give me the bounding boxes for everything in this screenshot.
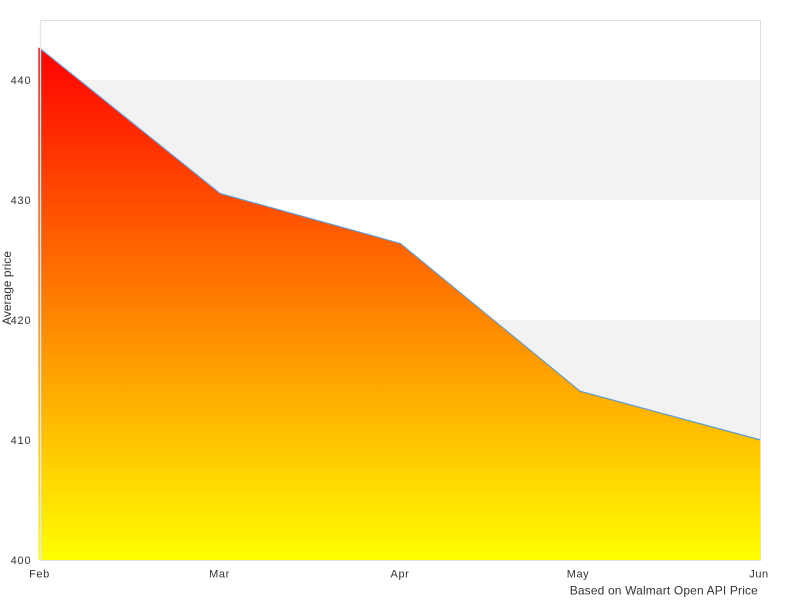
svg-text:440: 440: [11, 75, 32, 87]
svg-text:Based on Walmart Open API Pric: Based on Walmart Open API Price: [570, 584, 758, 598]
svg-text:410: 410: [11, 435, 32, 447]
svg-text:420: 420: [11, 315, 32, 327]
svg-text:Apr: Apr: [391, 569, 410, 581]
svg-text:430: 430: [11, 195, 32, 207]
svg-text:Feb: Feb: [29, 569, 50, 581]
svg-text:Mar: Mar: [209, 569, 230, 581]
svg-text:Average price: Average price: [0, 251, 14, 325]
svg-text:May: May: [567, 569, 590, 581]
svg-text:400: 400: [11, 555, 32, 567]
svg-text:Jun: Jun: [749, 569, 769, 581]
